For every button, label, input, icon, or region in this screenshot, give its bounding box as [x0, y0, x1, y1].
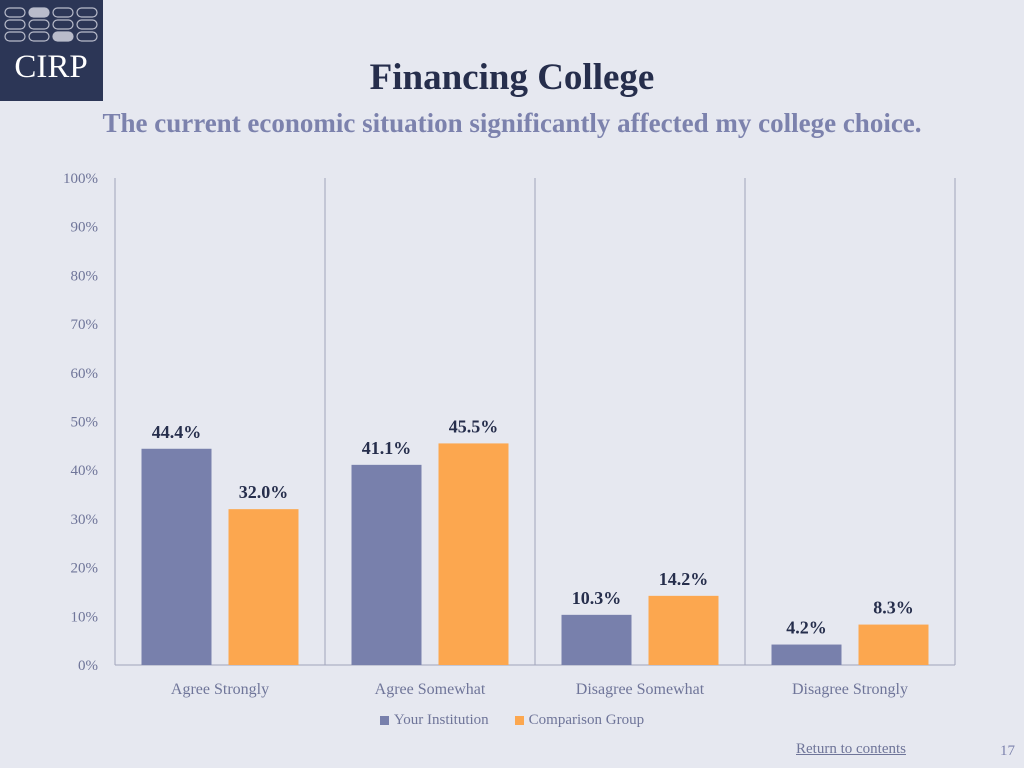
data-label: 32.0%	[239, 482, 289, 502]
data-label: 8.3%	[873, 598, 914, 618]
data-label: 4.2%	[786, 618, 827, 638]
logo-dot	[28, 7, 50, 18]
logo-text: CIRP	[14, 49, 87, 85]
cirp-logo-graphic: CIRP	[4, 7, 98, 85]
logo-dot	[76, 31, 98, 42]
y-tick-label: 20%	[71, 561, 99, 577]
bar	[858, 624, 929, 665]
y-tick-label: 70%	[71, 317, 99, 333]
legend-swatch-your-institution	[379, 716, 389, 725]
y-tick-label: 80%	[71, 268, 99, 284]
bar	[351, 464, 422, 665]
page-number: 17	[1000, 743, 1015, 759]
logo-dot	[4, 7, 26, 18]
y-tick-label: 10%	[71, 609, 99, 625]
legend-item-your-institution: Your Institution	[379, 712, 489, 729]
data-label: 45.5%	[449, 416, 499, 436]
logo-dot	[4, 19, 26, 30]
bar	[228, 509, 299, 665]
x-tick-label: Agree Somewhat	[375, 681, 486, 698]
legend-swatch-comparison-group	[514, 716, 524, 725]
logo-dot	[28, 31, 50, 42]
data-label: 10.3%	[572, 588, 622, 608]
y-tick-label: 60%	[71, 366, 99, 382]
y-tick-label: 50%	[71, 415, 99, 431]
bar	[648, 595, 719, 665]
logo-dot	[52, 31, 74, 42]
bar	[438, 443, 509, 665]
logo-dot	[52, 7, 74, 18]
cirp-logo: CIRP	[0, 0, 103, 101]
logo-dot	[76, 19, 98, 30]
y-tick-label: 0%	[78, 658, 98, 674]
legend-label-comparison-group: Comparison Group	[528, 712, 645, 728]
y-tick-label: 90%	[71, 220, 99, 236]
y-tick-label: 100%	[63, 171, 98, 187]
x-tick-label: Disagree Strongly	[792, 681, 908, 698]
logo-dot	[52, 19, 74, 30]
data-label: 14.2%	[659, 569, 709, 589]
data-label: 44.4%	[152, 422, 202, 442]
bar	[141, 448, 212, 665]
logo-dot	[28, 19, 50, 30]
chart-title: Financing College	[369, 57, 655, 98]
y-tick-label: 30%	[71, 512, 99, 528]
legend-item-comparison-group: Comparison Group	[514, 712, 645, 729]
x-tick-label: Disagree Somewhat	[576, 681, 705, 698]
legend-label-your-institution: Your Institution	[393, 712, 489, 728]
chart-subtitle: The current economic situation significa…	[102, 108, 922, 138]
logo-dot	[76, 7, 98, 18]
data-label: 41.1%	[362, 438, 412, 458]
chart-legend: Your Institution Comparison Group	[0, 712, 1024, 729]
y-tick-label: 40%	[71, 463, 99, 479]
return-to-contents-link[interactable]: Return to contents	[796, 741, 906, 757]
x-tick-label: Agree Strongly	[171, 681, 269, 698]
logo-dot	[4, 31, 26, 42]
bar	[771, 644, 842, 665]
bar	[561, 614, 632, 665]
